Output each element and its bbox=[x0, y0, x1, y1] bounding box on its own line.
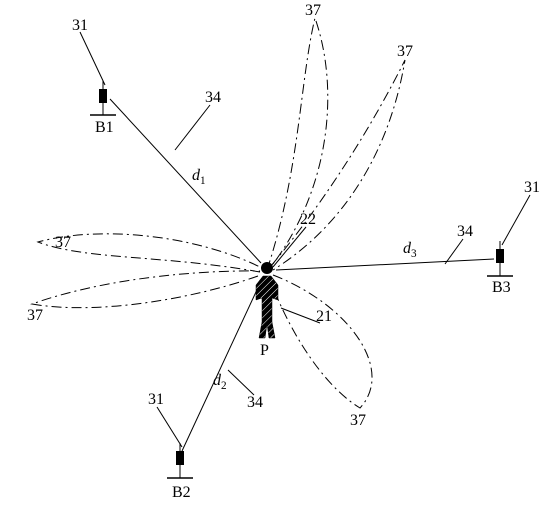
beacon-label: B1 bbox=[95, 119, 114, 136]
distance-line bbox=[276, 259, 494, 270]
ref31-label: 31 bbox=[72, 17, 88, 34]
beacon-b2 bbox=[176, 451, 184, 465]
ref34-leader bbox=[175, 105, 210, 150]
ref34-label: 34 bbox=[205, 89, 221, 106]
petal-ref-label: 37 bbox=[305, 2, 321, 19]
ref31-label: 31 bbox=[524, 179, 540, 196]
distance-label: d1 bbox=[192, 167, 206, 187]
signal-petal: 37 bbox=[267, 2, 328, 270]
ref34-label: 34 bbox=[247, 394, 263, 411]
beacon-label: B2 bbox=[172, 484, 191, 501]
ref34-label: 34 bbox=[457, 223, 473, 240]
beacon-body bbox=[176, 451, 184, 465]
signal-petal: 37 bbox=[270, 275, 372, 429]
ref31-leader bbox=[502, 195, 530, 245]
ref31-leader bbox=[157, 407, 182, 447]
person-ref-leader bbox=[281, 308, 320, 323]
distance-label: d3 bbox=[403, 240, 417, 260]
beacon-body bbox=[99, 89, 107, 103]
ref34-leader bbox=[228, 370, 254, 395]
signal-petal: 37 bbox=[38, 234, 260, 272]
ref31-label: 31 bbox=[148, 391, 164, 408]
petal-ref-label: 37 bbox=[55, 234, 71, 251]
ref31-leader bbox=[80, 32, 105, 85]
petal-ref-label: 37 bbox=[27, 307, 43, 324]
petal-ref-label: 37 bbox=[350, 412, 366, 429]
beacon-b3 bbox=[496, 249, 504, 263]
distance-label: d2 bbox=[213, 372, 227, 392]
signal-petal: 37 bbox=[271, 43, 413, 270]
person-head bbox=[261, 262, 273, 274]
beacon-body bbox=[496, 249, 504, 263]
distance-line bbox=[182, 279, 262, 451]
distance-line bbox=[110, 99, 261, 263]
petal-ref-label: 37 bbox=[397, 43, 413, 60]
person-ref-label: 22 bbox=[300, 211, 316, 228]
beacon-b1 bbox=[99, 89, 107, 103]
person-body bbox=[256, 276, 278, 338]
beacon-label: B3 bbox=[492, 279, 511, 296]
person-ref-label: 21 bbox=[316, 308, 332, 325]
person-label: P bbox=[260, 342, 269, 359]
person-ref-leader bbox=[273, 227, 306, 267]
signal-petal: 37 bbox=[27, 271, 260, 324]
person bbox=[256, 262, 278, 338]
